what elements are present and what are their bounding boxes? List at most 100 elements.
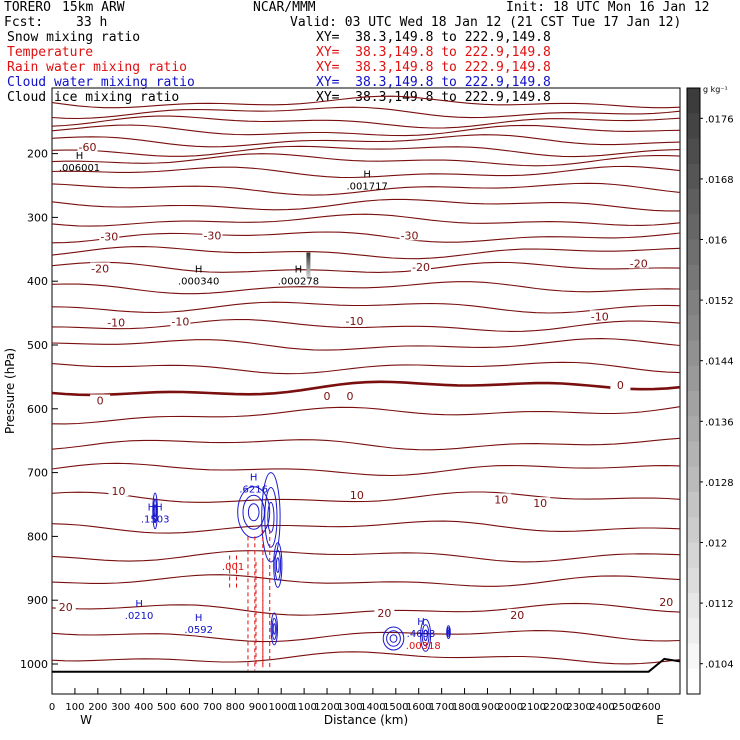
- y-tick-label: 800: [27, 530, 48, 543]
- colorbar-tick-label: .0112: [705, 599, 734, 610]
- y-axis-label: Pressure (hPa): [3, 348, 17, 434]
- isotherm-line: [52, 651, 680, 665]
- isotherm-line: [52, 261, 680, 273]
- model-resolution: 15km ARW: [62, 0, 125, 15]
- temperature-label: 20: [659, 596, 673, 609]
- colorbar-segment: [687, 315, 700, 341]
- y-tick-label: 400: [27, 275, 48, 288]
- isotherm-line: [52, 231, 680, 244]
- x-end-label-east: E: [656, 713, 664, 727]
- isotherm-line: [52, 361, 680, 375]
- field-name-cloud-water: Cloud water mixing ratio: [7, 75, 195, 90]
- terrain-line: [52, 657, 680, 673]
- temperature-label: -10: [107, 317, 125, 330]
- cloud-water-contour: [446, 625, 451, 639]
- temperature-label: -20: [412, 261, 430, 274]
- temperature-label-bg: [170, 315, 191, 327]
- model-name: TORERO: [4, 0, 51, 15]
- colorbar-segment: [687, 290, 700, 316]
- isotherm-line: [52, 153, 680, 167]
- y-tick-label: 500: [27, 339, 48, 352]
- field-name-snow: Snow mixing ratio: [7, 30, 141, 45]
- maximum-marker: H: [76, 151, 84, 162]
- field-xy-cloud-water: XY= 38.3,149.8 to 222.9,149.8: [316, 75, 551, 90]
- x-tick-label: 1800: [452, 702, 477, 713]
- temperature-label-bg: [610, 379, 631, 391]
- colorbar-tick-label: .012: [705, 539, 727, 550]
- colorbar-unit: g kg⁻¹: [703, 85, 728, 94]
- cloud-water-contour: [271, 617, 277, 641]
- header: TORERO 15km ARW NCAR/MMM Init: 18 UTC Mo…: [0, 0, 740, 112]
- temperature-label: -10: [171, 315, 189, 328]
- isotherm-line: [52, 602, 680, 616]
- colorbar-tick-label: .0152: [705, 296, 734, 307]
- mixing-ratio-contours: [52, 252, 680, 673]
- temperature-label-bg: [346, 488, 367, 500]
- temperature-label-bg: [90, 262, 111, 274]
- cloud-water-contour: [153, 498, 158, 524]
- colorbar-segment: [687, 643, 700, 670]
- temperature-label: 0: [617, 379, 624, 392]
- field-name-temperature: Temperature: [7, 45, 94, 60]
- cloud-water-contour: [247, 503, 260, 522]
- contour-labels: -60 -30 -30 -30 -20 -20 -20 -10 -10 -10 -10 0 0 0 0 10 1…: [55, 141, 677, 652]
- x-tick-label: 900: [249, 702, 268, 713]
- cloud-water-contour: [237, 486, 271, 539]
- temperature-label: 0: [97, 395, 104, 408]
- temperature-label-bg: [108, 485, 129, 497]
- cloud-water-contour: [274, 549, 282, 581]
- init-time: Init: 18 UTC Mon 16 Jan 12: [506, 0, 710, 15]
- isotherm-line: [52, 213, 680, 227]
- colorbar-segment: [687, 517, 700, 543]
- temperature-label-bg: [55, 601, 76, 613]
- isotherm-line: [52, 281, 680, 295]
- plot-frame: [51, 87, 681, 695]
- colorbar-segment: [687, 88, 700, 114]
- cloud-water-contour: [420, 618, 432, 652]
- y-tick-label: 1000: [20, 658, 48, 671]
- cloud-water-contour: [273, 542, 283, 588]
- temperature-label-bg: [339, 390, 360, 402]
- cloud-water-contour: [446, 627, 451, 637]
- field-xy-rain: XY= 38.3,149.8 to 222.9,149.8: [316, 60, 551, 75]
- forecast-label: Fcst:: [4, 15, 44, 30]
- colorbar: .0176 .0168 .016 .0152 .0144 .0136 .0128 .012 .0…: [686, 85, 734, 695]
- maximum-marker: H: [363, 170, 371, 181]
- colorbar-segment: [687, 466, 700, 493]
- colorbar-tick-label: .0176: [705, 114, 734, 125]
- maximum-marker: HH: [148, 503, 163, 514]
- cloud-water-contour: [261, 472, 281, 563]
- temperature-label-bg: [399, 229, 420, 241]
- x-tick-label: 1700: [429, 702, 454, 713]
- field-name-rain: Rain water mixing ratio: [7, 60, 188, 75]
- temperature-label: 10: [350, 489, 364, 502]
- field-xy-temperature: XY= 38.3,149.8 to 222.9,149.8: [316, 45, 551, 60]
- temperature-label: 10: [111, 485, 125, 498]
- x-tick-label: 1500: [383, 702, 408, 713]
- cloud-water-contour: [272, 623, 276, 635]
- colorbar-segment: [687, 264, 700, 291]
- isotherm-line: [52, 630, 680, 643]
- isotherm-line: [52, 574, 680, 587]
- valid-time: Valid: 03 UTC Wed 18 Jan 12 (21 CST Tue …: [290, 15, 682, 30]
- temperature-label-bg: [656, 596, 677, 608]
- y-tick-label: 900: [27, 594, 48, 607]
- cloud-water-contour: [423, 629, 428, 642]
- temperature-contours: [52, 95, 680, 665]
- temperature-label-bg: [628, 257, 649, 269]
- temperature-label: 10: [494, 493, 508, 506]
- maximum-marker: H: [195, 613, 203, 624]
- temperature-label-bg: [77, 141, 98, 153]
- cloud-water-contour: [270, 612, 278, 646]
- colorbar-tick-label: .0128: [705, 478, 734, 489]
- maximum-value: .0210: [125, 611, 154, 622]
- isotherm-line: [52, 406, 680, 425]
- freezing-isotherm: [52, 380, 680, 397]
- isotherm-line: [52, 301, 680, 314]
- temperature-label-bg: [202, 229, 223, 241]
- isotherm-line: [52, 106, 680, 120]
- temperature-label: -20: [91, 262, 109, 275]
- colorbar-segment: [687, 567, 700, 594]
- isotherm-line: [52, 246, 680, 260]
- isotherm-line: [52, 437, 680, 451]
